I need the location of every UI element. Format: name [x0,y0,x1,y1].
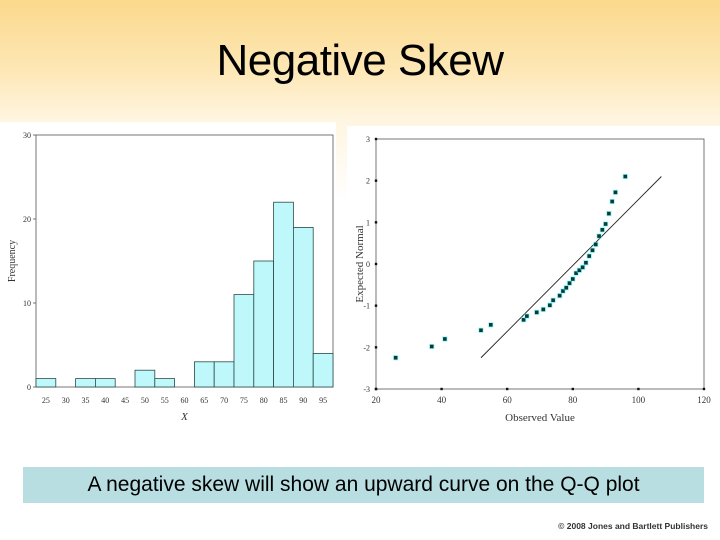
histogram-bar [292,227,314,388]
y-tick-label: -2 [363,343,370,352]
data-point [551,298,555,303]
data-point [571,277,575,281]
plot-frame [35,134,334,388]
data-point [567,281,572,285]
x-tick-label: 35 [82,396,90,405]
y-tick-label: 10 [23,299,31,308]
caption-banner: A negative skew will show an upward curv… [23,467,704,503]
data-point [561,289,565,293]
x-tick-label: 90 [299,396,307,405]
data-point [597,234,601,238]
data-point [521,318,526,322]
histogram-chart: 25 30 35 40 45 50 55 60 65 70 75 80 85 90 95 0 10 20 30 X Fr… [7,131,334,423]
reference-line [480,176,662,359]
x-tick-label: 45 [121,396,129,405]
x-tick-label: 65 [200,396,208,405]
histogram-bar [213,361,235,388]
qq-plot-panel: 20 40 60 80 100 120 -3 -2 -1 0 1 2 3 Observed Value Ex… [347,126,720,430]
y-tick-label: 3 [366,135,370,144]
x-tick-label: 25 [42,396,50,405]
histogram-panel: 25 30 35 40 45 50 55 60 65 70 75 80 85 90 95 0 10 20 30 X Fr… [0,122,336,432]
data-point [607,211,611,216]
data-point [557,293,562,298]
y-axis-label: Expected Normal [354,225,366,302]
x-tick-label: 80 [568,395,578,405]
y-tick-label: -3 [363,385,370,394]
data-point [580,265,585,270]
data-point [564,285,569,290]
x-tick-label: 85 [280,396,288,405]
x-tick-label: 95 [319,396,327,405]
data-point [574,271,578,275]
data-point [600,228,605,232]
y-tick-label: 30 [23,131,31,140]
data-point [613,190,618,195]
x-tick-label: 40 [437,395,447,405]
x-tick-label: 20 [372,395,382,405]
histogram-bar [253,260,275,388]
x-axis-label: Observed Value [505,412,575,424]
data-point [623,174,628,179]
histogram-bar [75,378,96,388]
data-point [610,199,614,204]
histogram-bar [312,352,334,388]
y-axis-label: Frequency [7,240,18,282]
data-point [525,314,529,318]
data-point [584,260,588,265]
slide-title: Negative Skew [216,36,504,85]
data-point [603,222,608,226]
data-point [443,337,447,341]
data-point [548,303,552,308]
x-tick-label: 50 [141,396,149,405]
y-tick-label: -1 [363,302,370,311]
data-point [593,242,598,247]
x-axis-label: X [180,411,189,423]
histogram-bar [273,201,294,388]
histogram-bar [35,378,57,388]
copyright-notice: © 2008 Jones and Bartlett Publishers [558,521,708,531]
x-tick-label: 120 [697,395,711,405]
data-point [577,268,582,273]
histogram-bar [193,361,215,388]
data-point [587,254,591,258]
y-tick-label: 20 [23,215,31,224]
x-tick-label: 40 [101,396,109,405]
x-tick-label: 75 [240,396,248,405]
data-point [429,344,434,349]
x-tick-label: 80 [260,396,268,405]
histogram-bar [233,294,255,388]
caption-text: A negative skew will show an upward curv… [87,473,640,496]
data-point [534,310,539,315]
data-point [590,248,595,253]
y-tick-label: 2 [366,177,370,186]
histogram-bar [154,378,176,388]
histogram-bar [134,369,156,388]
y-tick-label: 0 [27,383,31,392]
x-tick-label: 100 [632,395,646,405]
data-point [489,323,493,327]
qq-plot-chart: 20 40 60 80 100 120 -3 -2 -1 0 1 2 3 Observed Value Ex… [354,135,711,424]
plot-frame [375,138,705,390]
data-point [479,328,483,333]
histogram-bar [95,378,116,388]
data-point [541,307,546,312]
x-tick-label: 60 [503,395,513,405]
y-tick-label: 0 [366,260,370,269]
x-tick-label: 30 [62,396,70,405]
x-tick-label: 70 [220,396,228,405]
data-point [393,355,398,360]
y-tick-label: 1 [366,218,370,227]
x-tick-label: 55 [161,396,169,405]
x-tick-label: 60 [181,396,189,405]
